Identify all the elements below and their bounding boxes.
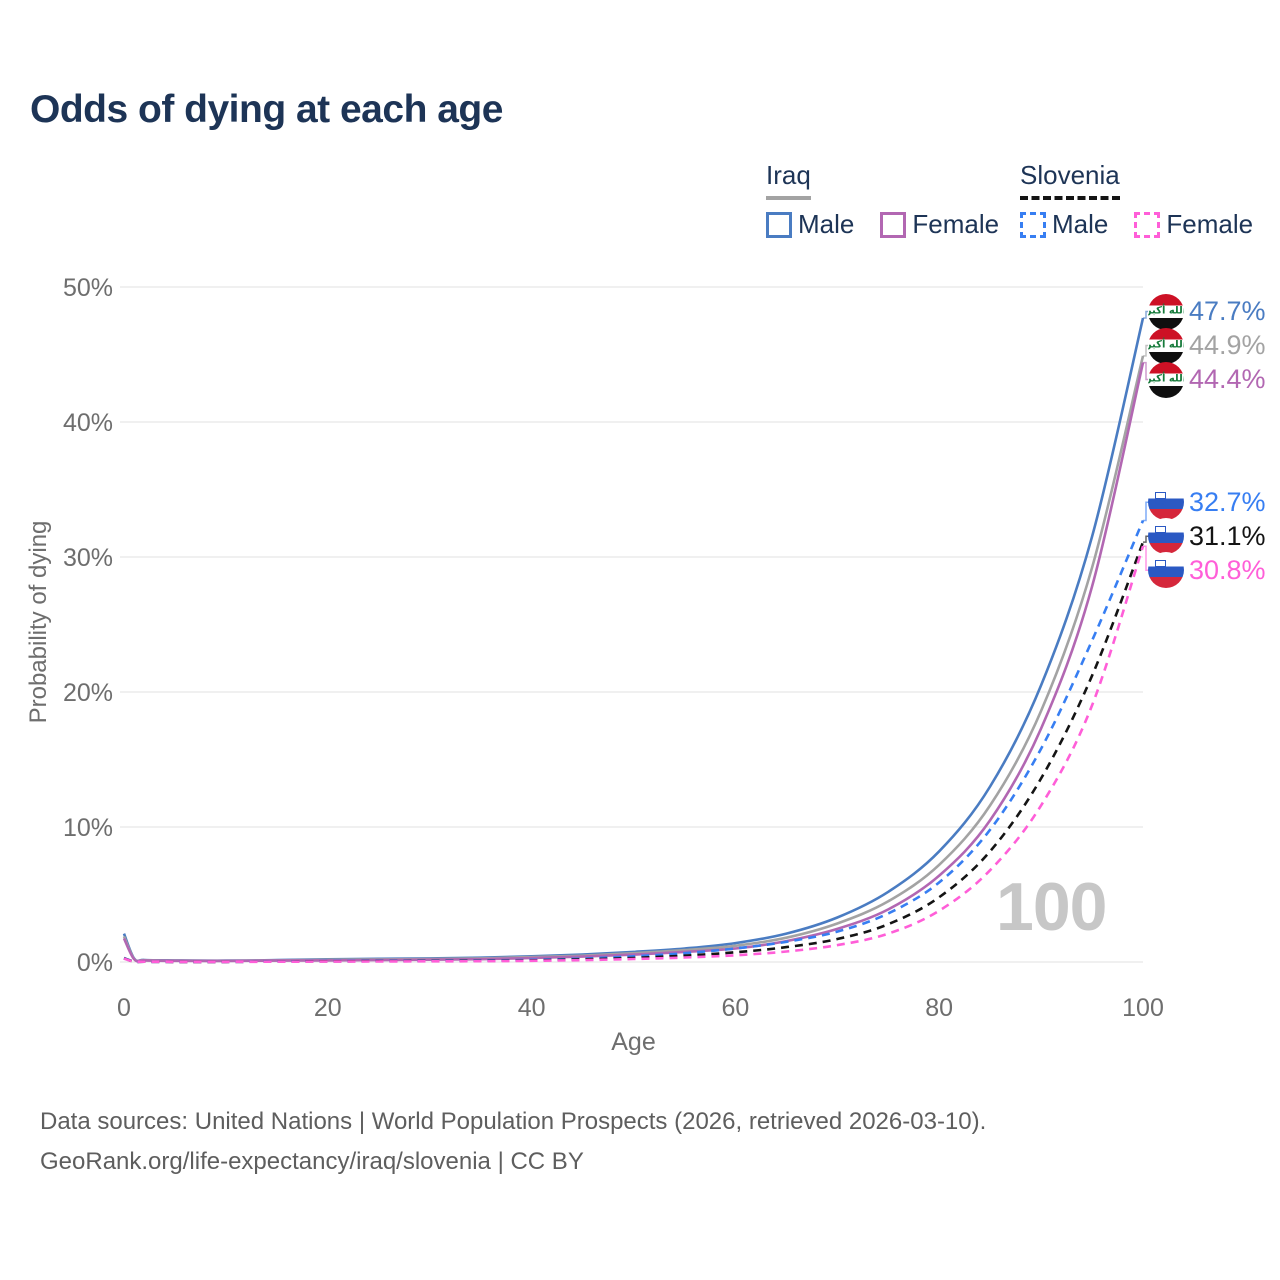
end-label-iraq-male: الله أكبر 47.7% [1148, 293, 1266, 330]
legend-item-slovenia-female[interactable]: Female [1134, 209, 1253, 240]
y-tick-label: 40% [63, 409, 113, 437]
slovenia-flag-icon [1148, 484, 1184, 521]
legend-label-slovenia-female: Female [1166, 209, 1254, 239]
legend-country-slovenia: Slovenia [1020, 160, 1120, 200]
series-line-slovenia-both [123, 541, 1145, 964]
x-tick-label: 20 [314, 994, 342, 1022]
iraq-flag-icon: الله أكبر [1148, 293, 1184, 330]
slovenia-female-swatch-icon [1134, 211, 1161, 238]
iraq-male-swatch-icon [766, 211, 792, 238]
legend-label-iraq-male: Male [798, 209, 855, 239]
series-line-slovenia-male [123, 519, 1145, 964]
x-tick-label: 80 [925, 994, 953, 1022]
y-tick-label: 30% [63, 544, 113, 572]
series-line-iraq-male [122, 317, 1145, 963]
slovenia-flag-icon [1148, 552, 1184, 589]
end-label-iraq-female: الله أكبر 44.4% [1148, 361, 1266, 398]
slovenia-coat-of-arms [1155, 526, 1166, 540]
end-label-slovenia-both: 31.1% [1148, 518, 1266, 555]
iraq-female-swatch-icon [880, 211, 907, 238]
legend-row-iraq: Male Female [766, 209, 999, 240]
x-tick-label: 100 [1122, 994, 1164, 1022]
end-label-value: 47.7% [1189, 296, 1266, 326]
mortality-line-chart: 0% 10% 20% 30% 40% 50% 0 20 40 60 80 100 Age Probabil… [25, 274, 1164, 1056]
slovenia-coat-of-arms [1155, 492, 1166, 506]
iraq-flag-icon: الله أكبر [1148, 361, 1184, 398]
slovenia-flag-icon [1148, 518, 1184, 555]
page-title: Odds of dying at each age [30, 88, 503, 131]
x-tick-label: 60 [721, 994, 749, 1022]
end-label-value: 44.4% [1189, 364, 1266, 394]
attribution-note: GeoRank.org/life-expectancy/iraq/sloveni… [40, 1148, 584, 1175]
age-watermark: 100 [996, 869, 1107, 945]
y-tick-label: 0% [77, 949, 113, 977]
x-tick-label: 0 [117, 994, 131, 1022]
end-label-value: 32.7% [1189, 486, 1266, 517]
legend-item-iraq-male[interactable]: Male [766, 209, 854, 240]
x-axis-title: Age [611, 1028, 655, 1056]
legend-group-iraq: Iraq Male Female [766, 160, 999, 240]
end-label-iraq-both: الله أكبر 44.9% [1148, 327, 1266, 364]
iraq-flag-script: الله أكبر [1148, 373, 1184, 385]
legend-label-slovenia-male: Male [1052, 209, 1109, 239]
legend-label-iraq-female: Female [912, 209, 1000, 239]
x-tick-label: 40 [518, 994, 546, 1022]
y-tick-label: 10% [63, 814, 113, 842]
slovenia-coat-of-arms [1155, 560, 1166, 574]
end-label-slovenia-male: 32.7% [1148, 484, 1266, 521]
iraq-flag-icon: الله أكبر [1148, 327, 1184, 364]
end-label-value: 44.9% [1189, 330, 1266, 360]
y-tick-label: 20% [63, 679, 113, 707]
iraq-flag-script: الله أكبر [1148, 339, 1184, 351]
legend-item-slovenia-male[interactable]: Male [1020, 209, 1108, 240]
data-sources-note: Data sources: United Nations | World Pop… [40, 1108, 987, 1135]
series-line-slovenia-female [123, 545, 1145, 964]
legend-group-slovenia: Slovenia Male Female [1020, 160, 1253, 240]
iraq-flag-script: الله أكبر [1148, 305, 1184, 317]
y-tick-label: 50% [63, 274, 113, 302]
legend-country-iraq: Iraq [766, 160, 811, 200]
legend-item-iraq-female[interactable]: Female [880, 209, 999, 240]
end-label-value: 30.8% [1189, 554, 1266, 585]
end-label-slovenia-female: 30.8% [1148, 552, 1266, 589]
slovenia-male-swatch-icon [1020, 211, 1046, 238]
end-label-value: 31.1% [1189, 520, 1266, 551]
y-axis-title: Probability of dying [25, 521, 52, 724]
legend-row-slovenia: Male Female [1020, 209, 1253, 240]
